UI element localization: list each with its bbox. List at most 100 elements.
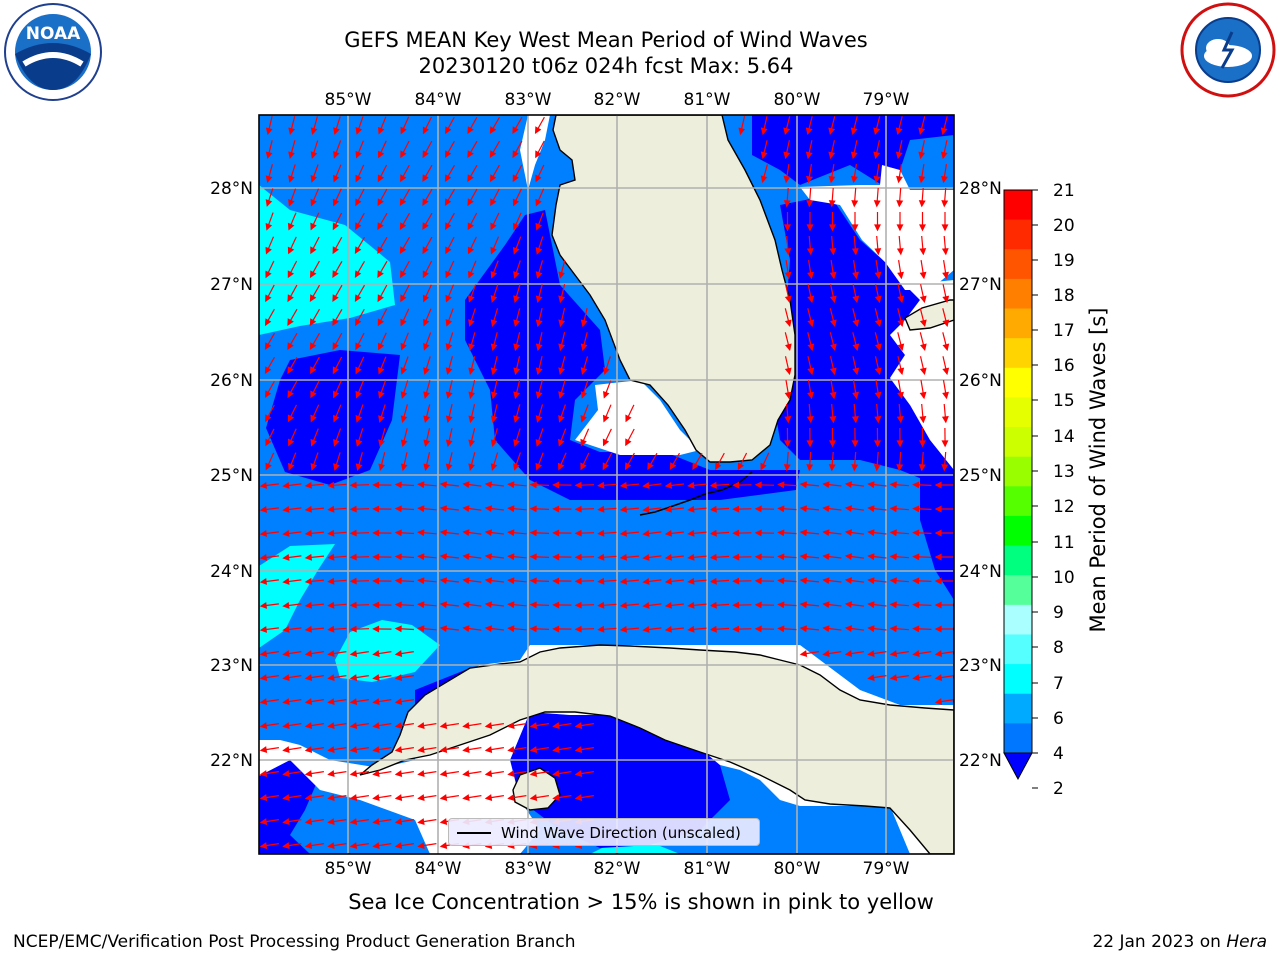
arrow-head	[597, 601, 605, 609]
wind-wave-arrow	[852, 308, 860, 327]
arrow-head	[852, 319, 860, 327]
wind-wave-arrow	[664, 577, 684, 585]
wind-wave-arrow	[394, 746, 414, 753]
arrow-head	[417, 553, 425, 561]
wind-wave-arrow	[349, 794, 369, 801]
wind-wave-arrow	[327, 698, 347, 705]
arrow-head	[282, 650, 290, 657]
arrow-head	[919, 224, 926, 232]
arrow-head	[264, 390, 272, 398]
wind-wave-arrow	[333, 428, 342, 447]
colorbar-tick-label: 12	[1053, 497, 1075, 517]
arrow-head	[489, 150, 497, 158]
arrow-head	[310, 198, 317, 207]
wind-wave-arrow	[822, 625, 842, 633]
arrow-head	[327, 601, 335, 609]
arrow-head	[423, 318, 430, 327]
wind-wave-arrow	[287, 428, 297, 447]
wind-wave-arrow	[738, 116, 746, 136]
arrow-head	[287, 414, 295, 423]
arrow-head	[669, 462, 677, 470]
arrow-head	[468, 415, 476, 424]
noaa-logo: NOAA	[2, 2, 104, 102]
arrow-head	[400, 174, 407, 183]
arrow-head	[507, 505, 515, 513]
arrow-head	[327, 698, 335, 705]
wind-wave-arrow	[490, 380, 498, 400]
arrow-head	[310, 246, 317, 255]
arrow-head	[484, 529, 493, 537]
wind-wave-arrow	[304, 529, 325, 537]
wind-wave-arrow	[287, 236, 297, 255]
wind-wave-arrow	[552, 746, 572, 753]
wind-wave-arrow	[468, 284, 477, 303]
wind-wave-arrow	[889, 553, 910, 561]
wind-wave-arrow	[462, 577, 482, 585]
wind-wave-arrow	[552, 722, 572, 729]
arrow-head	[355, 222, 362, 231]
wind-wave-arrow	[619, 577, 639, 585]
wind-wave-arrow	[310, 404, 320, 423]
arrow-head	[349, 698, 358, 705]
arrow-head	[333, 439, 340, 447]
arrow-head	[327, 674, 335, 681]
lat-label-right: 24°N	[959, 562, 1002, 582]
arrow-head	[919, 295, 927, 304]
wind-wave-arrow	[867, 481, 887, 489]
arrow-head	[535, 247, 543, 255]
svg-text:NOAA: NOAA	[26, 24, 81, 44]
wind-wave-arrow	[265, 212, 274, 231]
arrow-head	[377, 246, 384, 254]
arrow-head	[462, 529, 470, 537]
arrow-head	[513, 391, 521, 400]
wind-wave-arrow	[642, 481, 662, 489]
wind-wave-arrow	[490, 404, 498, 423]
wind-wave-arrow	[760, 140, 768, 159]
wind-wave-arrow	[309, 308, 321, 326]
wind-wave-arrow	[867, 505, 887, 513]
wind-wave-arrow	[760, 116, 768, 136]
arrow-head	[851, 175, 858, 184]
arrow-head	[310, 127, 318, 136]
arrow-head	[484, 794, 493, 801]
arrow-head	[873, 151, 881, 160]
wind-wave-arrow	[304, 650, 324, 657]
wind-wave-arrow	[829, 356, 837, 376]
wind-wave-arrow	[372, 770, 392, 777]
arrow-head	[874, 295, 882, 304]
arrow-head	[462, 577, 470, 585]
arrow-head	[580, 415, 588, 423]
lon-label-top: 82°W	[594, 90, 641, 110]
wind-wave-arrow	[282, 601, 302, 609]
wind-wave-arrow	[484, 577, 504, 585]
arrow-head	[580, 319, 588, 328]
arrow-head	[394, 818, 403, 825]
wind-wave-arrow	[664, 481, 684, 489]
arrow-head	[535, 391, 543, 400]
arrow-head	[507, 794, 515, 801]
arrow-head	[287, 270, 295, 279]
wind-wave-arrow	[423, 356, 431, 375]
arrow-head	[439, 529, 448, 537]
wind-wave-arrow	[304, 698, 324, 705]
arrow-head	[574, 794, 583, 801]
wind-wave-arrow	[558, 284, 566, 304]
wind-wave-arrow	[507, 722, 527, 729]
wind-wave-arrow	[940, 116, 948, 135]
wind-wave-arrow	[784, 356, 792, 376]
wind-wave-arrow	[355, 212, 365, 231]
arrow-head	[828, 175, 836, 184]
wind-wave-arrow	[372, 553, 392, 561]
wind-wave-arrow	[489, 140, 501, 158]
lat-label-left: 24°N	[210, 562, 253, 582]
arrow-head	[912, 481, 920, 489]
wind-wave-arrow	[394, 577, 415, 585]
arrow-head	[417, 746, 425, 753]
arrow-head	[332, 198, 340, 207]
arrow-head	[349, 577, 357, 585]
arrow-head	[942, 295, 950, 304]
arrow-head	[844, 553, 853, 561]
arrow-head	[919, 416, 927, 424]
arrow-head	[687, 529, 695, 537]
arrow-head	[852, 367, 860, 376]
